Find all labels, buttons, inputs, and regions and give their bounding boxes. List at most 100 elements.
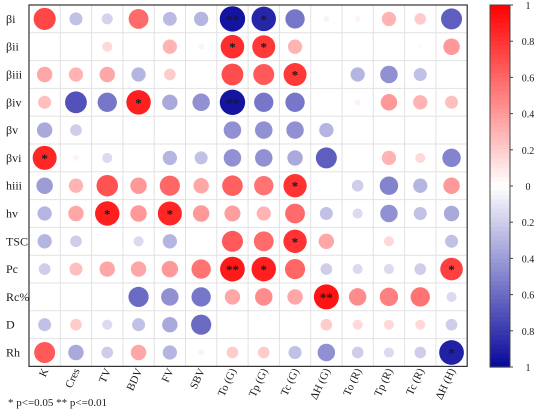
colorbar-segment	[490, 181, 510, 187]
significance-mark: *	[167, 207, 174, 222]
correlation-circle	[413, 95, 428, 110]
correlation-circle	[222, 175, 243, 196]
correlation-circle	[443, 38, 460, 55]
colorbar-segment	[490, 77, 510, 83]
correlation-circle	[99, 261, 115, 277]
column-label: Cres	[63, 367, 82, 390]
row-label: Pc	[6, 262, 18, 276]
correlation-circle	[69, 262, 83, 276]
correlation-circle	[99, 66, 115, 83]
correlation-circle	[381, 11, 397, 27]
correlation-circle	[253, 231, 274, 252]
correlation-circle	[162, 234, 177, 249]
colorbar-segment	[490, 294, 510, 300]
correlation-circle	[219, 89, 246, 116]
significance-footnote: * p<=0.05 ** p<=0.01	[8, 397, 108, 409]
correlation-circle	[34, 341, 56, 364]
correlation-circle	[315, 147, 337, 169]
colorbar-segment	[490, 81, 510, 88]
correlation-circle	[157, 201, 182, 226]
correlation-circle	[162, 12, 177, 26]
correlation-circle	[128, 286, 149, 307]
correlation-circle	[445, 318, 458, 331]
correlation-circle	[380, 204, 398, 223]
colorbar-segment	[490, 240, 510, 246]
correlation-circle	[351, 346, 364, 359]
colorbar-tick-label: 0.8	[522, 37, 535, 48]
colorbar-segment	[490, 163, 510, 169]
correlation-circle	[130, 344, 147, 361]
correlation-circle	[223, 149, 242, 167]
correlation-circle	[223, 121, 242, 139]
correlation-circle	[159, 175, 180, 196]
correlation-circle	[445, 95, 459, 109]
correlation-circle	[102, 41, 113, 52]
significance-mark: *	[448, 346, 455, 361]
colorbar-tick-label: 1	[526, 363, 531, 374]
colorbar-segment	[490, 276, 510, 282]
colorbar-segment	[490, 208, 510, 214]
correlation-circle	[320, 263, 333, 275]
colorbar-segment	[490, 172, 510, 178]
correlation-circle	[192, 93, 210, 112]
correlation-circle	[418, 44, 423, 49]
correlation-circle	[442, 148, 461, 168]
colorbar-segment	[490, 348, 510, 355]
correlation-circle	[95, 201, 120, 226]
significance-mark: **	[226, 95, 239, 110]
correlation-circle	[128, 8, 149, 29]
correlation-circle	[255, 288, 273, 306]
colorbar-segment	[490, 262, 510, 269]
correlation-circle	[130, 205, 147, 222]
correlation-circle	[132, 318, 146, 332]
correlation-circle	[414, 263, 427, 275]
significance-mark: *	[261, 40, 268, 55]
row-label: hv	[6, 207, 18, 221]
colorbar-segment	[490, 131, 510, 137]
correlation-circle	[191, 287, 211, 307]
significance-mark: **	[226, 12, 239, 27]
correlation-circle	[257, 346, 270, 359]
correlation-circle	[284, 259, 306, 280]
colorbar-segment	[490, 127, 510, 133]
correlation-circle	[194, 151, 208, 165]
colorbar-segment	[490, 18, 510, 24]
correlation-circle	[221, 63, 244, 86]
colorbar-segment	[490, 32, 510, 38]
colorbar-segment	[490, 357, 510, 364]
correlation-circle	[255, 149, 273, 167]
correlation-circle	[32, 145, 57, 170]
colorbar-segment	[490, 104, 510, 110]
correlation-circle	[254, 176, 274, 196]
correlation-circle	[194, 11, 209, 27]
correlation-circle	[221, 230, 243, 252]
colorbar-segment	[490, 59, 510, 65]
correlation-circle	[251, 6, 276, 32]
colorbar-segment	[490, 190, 510, 196]
correlation-circle	[191, 259, 211, 279]
correlation-circle	[414, 13, 427, 25]
correlation-circle	[283, 229, 307, 253]
correlation-circle	[226, 346, 239, 359]
correlation-circle	[162, 316, 178, 333]
significance-mark: *	[229, 40, 236, 55]
correlation-circle	[379, 287, 399, 307]
colorbar-tick-label: 0.2	[522, 146, 535, 157]
colorbar-segment	[490, 154, 510, 160]
column-label: Tp (R)	[372, 366, 396, 398]
significance-mark: *	[292, 68, 299, 83]
significance-mark: *	[135, 95, 142, 110]
correlation-circle	[220, 256, 245, 282]
correlation-circle	[413, 67, 427, 82]
colorbar-segment	[490, 5, 510, 11]
column-label: TV	[97, 367, 114, 385]
correlation-circle	[68, 178, 84, 193]
correlation-circle	[198, 43, 205, 50]
correlation-circle	[68, 205, 84, 222]
correlation-circle	[410, 287, 430, 307]
colorbar-segment	[490, 204, 510, 210]
significance-mark: *	[41, 151, 48, 166]
colorbar-segment	[490, 9, 510, 15]
correlation-circle	[439, 340, 464, 365]
correlation-circle	[383, 319, 394, 330]
